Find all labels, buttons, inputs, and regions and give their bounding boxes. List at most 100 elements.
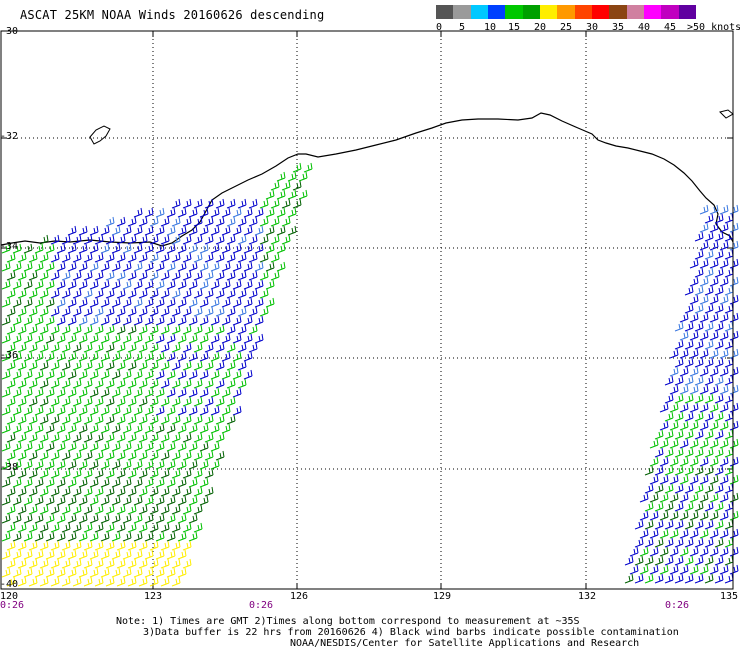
lat-lon-grid (1, 31, 733, 589)
wind-barb (160, 450, 170, 461)
wind-barb (39, 270, 49, 281)
wind-barb (177, 297, 187, 308)
wind-barb (122, 243, 132, 254)
wind-barb (12, 297, 22, 308)
wind-barb (72, 234, 82, 245)
wind-barb (699, 276, 709, 287)
wind-barb (61, 558, 71, 569)
wind-barb (654, 447, 664, 458)
wind-barb (89, 297, 99, 308)
wind-barb (144, 567, 154, 578)
wind-barb (34, 441, 44, 452)
wind-barb (61, 540, 71, 551)
wind-barb (72, 414, 82, 425)
wind-barb (699, 438, 709, 449)
wind-barb (679, 474, 689, 485)
wind-barb (664, 393, 674, 404)
wind-barb (160, 234, 170, 245)
wind-barb (714, 213, 724, 224)
wind-barb (28, 540, 38, 551)
wind-barb (100, 261, 110, 272)
wind-barb (138, 576, 148, 587)
wind-barb (155, 297, 165, 308)
wind-barb (83, 306, 93, 317)
wind-barb (171, 486, 181, 497)
wind-barb (17, 306, 27, 317)
wind-barb (679, 456, 689, 467)
wind-barb (281, 234, 291, 245)
wind-barb (669, 546, 679, 557)
wind-barb (674, 357, 684, 368)
wind-barb (94, 504, 104, 515)
wind-barb (182, 378, 192, 389)
wind-barb (94, 324, 104, 335)
wind-barb (23, 261, 33, 272)
wind-barb (221, 351, 231, 362)
wind-barb (89, 567, 99, 578)
wind-barb (204, 306, 214, 317)
wind-barb (144, 333, 154, 344)
wind-barb (729, 258, 739, 269)
wind-barb (177, 207, 187, 218)
wind-barb (204, 378, 214, 389)
wind-barb (719, 456, 729, 467)
wind-barb (649, 492, 659, 503)
wind-barb (729, 528, 739, 539)
wind-barb (6, 396, 16, 407)
wind-barb (709, 348, 719, 359)
wind-barb (729, 348, 739, 359)
wind-barb (704, 573, 714, 584)
wind-barb (166, 441, 176, 452)
wind-barb (89, 261, 99, 272)
wind-barb (669, 366, 679, 377)
wind-barb (23, 513, 33, 524)
wind-barb (116, 342, 126, 353)
wind-barb (674, 375, 684, 386)
wind-barb (39, 504, 49, 515)
wind-barb (171, 468, 181, 479)
wind-barb (199, 243, 209, 254)
wind-barb (12, 513, 22, 524)
wind-barb (23, 477, 33, 488)
wind-barb (699, 240, 709, 251)
wind-barb (1, 495, 11, 506)
wind-barb (188, 261, 198, 272)
wind-barb (199, 459, 209, 470)
wind-barb (674, 483, 684, 494)
wind-barb (719, 564, 729, 575)
lon-label-123: 123 (144, 591, 163, 602)
wind-barb (50, 576, 60, 587)
wind-barb (204, 450, 214, 461)
wind-barb (100, 279, 110, 290)
wind-barb (714, 501, 724, 512)
wind-barb (298, 189, 308, 200)
wind-barb (17, 270, 27, 281)
wind-barb (67, 243, 77, 254)
wind-barb (160, 540, 170, 551)
wind-barb (72, 522, 82, 533)
wind-barb (138, 522, 148, 533)
wind-barb (714, 483, 724, 494)
wind-barb (56, 423, 66, 434)
wind-barb (694, 537, 704, 548)
wind-barb (83, 468, 93, 479)
wind-barb (111, 567, 121, 578)
wind-barb (689, 492, 699, 503)
wind-barb (1, 441, 11, 452)
wind-barb (116, 504, 126, 515)
wind-barb (56, 459, 66, 470)
wind-barb (144, 405, 154, 416)
wind-barb (111, 225, 121, 236)
wind-barb (684, 393, 694, 404)
wind-barb (105, 234, 115, 245)
wind-barb (714, 285, 724, 296)
wind-barb (100, 423, 110, 434)
wind-barb (149, 234, 159, 245)
wind-barb (78, 477, 88, 488)
wind-barb (28, 288, 38, 299)
wind-barb (699, 474, 709, 485)
wind-barb (704, 465, 714, 476)
wind-barb (188, 297, 198, 308)
legend-swatch (574, 5, 592, 19)
wind-barb (689, 312, 699, 323)
